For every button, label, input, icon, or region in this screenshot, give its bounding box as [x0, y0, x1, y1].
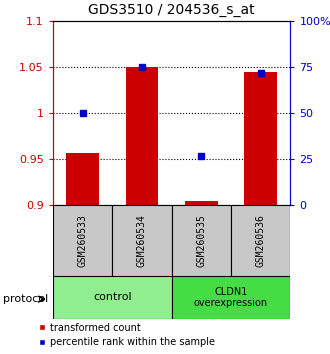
Text: GSM260534: GSM260534	[137, 214, 147, 267]
Title: GDS3510 / 204536_s_at: GDS3510 / 204536_s_at	[88, 4, 255, 17]
Text: protocol: protocol	[3, 294, 49, 304]
Bar	[172, 205, 231, 276]
Bar	[53, 205, 112, 276]
Bar	[53, 276, 172, 319]
Text: control: control	[93, 292, 132, 302]
Text: GSM260536: GSM260536	[256, 214, 266, 267]
Bar	[244, 72, 277, 205]
Text: CLDN1
overexpression: CLDN1 overexpression	[194, 286, 268, 308]
Bar	[112, 205, 172, 276]
Bar	[125, 67, 158, 205]
Text: GSM260535: GSM260535	[196, 214, 206, 267]
Text: GSM260533: GSM260533	[78, 214, 87, 267]
Bar	[172, 276, 290, 319]
Bar	[66, 153, 99, 205]
Bar	[231, 205, 290, 276]
Bar	[185, 201, 217, 205]
Legend: transformed count, percentile rank within the sample: transformed count, percentile rank withi…	[38, 322, 214, 347]
